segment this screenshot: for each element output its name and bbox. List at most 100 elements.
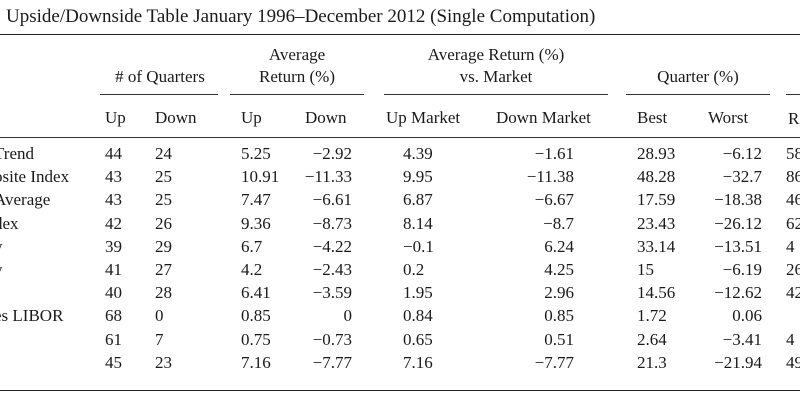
cell-worst: −3.41 xyxy=(722,329,762,349)
cell-partial: 46 xyxy=(786,190,800,210)
cell-worst: −32.7 xyxy=(722,167,762,187)
cell-ret-down: −2.92 xyxy=(312,144,352,163)
cell-partial: 62 xyxy=(786,213,800,233)
cell-down: 29 xyxy=(155,236,172,256)
cell-mkt-down: −8.7 xyxy=(543,213,574,233)
cell-partial: 86 xyxy=(786,167,800,187)
cell-mkt-up: 9.95 xyxy=(403,167,433,187)
cell-down: 7 xyxy=(155,329,164,349)
cell-ret-down: −0.73 xyxy=(312,329,352,349)
cell-mkt-down: 6.24 xyxy=(544,236,574,256)
rule-avg-return xyxy=(230,94,364,95)
cell-down: 26 xyxy=(155,213,172,233)
cell-worst: −21.94 xyxy=(714,352,762,372)
cell-worst: −6.19 xyxy=(722,260,762,279)
cell-partial: 42 xyxy=(786,283,800,303)
cell-best: 48.28 xyxy=(637,167,676,187)
cell-label xyxy=(0,352,94,374)
cell-ret-up: 0.85 xyxy=(241,306,271,326)
header-vs-market-line1: Average Return (%) xyxy=(427,45,565,64)
rule-partial xyxy=(786,94,800,95)
subheader-down-market: Down Market xyxy=(496,108,591,127)
cell-worst: −26.12 xyxy=(714,213,762,233)
cell-ret-down: −4.22 xyxy=(312,236,352,256)
cell-mkt-up: −0.1 xyxy=(403,236,434,256)
cell-down: 28 xyxy=(155,283,172,303)
cell-mkt-up: 7.16 xyxy=(403,352,433,372)
cell-ret-up: 9.36 xyxy=(241,213,271,233)
cell-label: osite Index xyxy=(0,167,70,187)
cell-partial: 26 xyxy=(786,260,800,279)
cell-best: 28.93 xyxy=(637,144,676,163)
cell-up: 45 xyxy=(105,352,122,372)
cell-label xyxy=(0,282,94,304)
cell-mkt-down: 0.51 xyxy=(544,329,574,349)
cell-ret-down: −11.33 xyxy=(304,167,352,187)
cell-down: 24 xyxy=(155,144,172,163)
table-title: Upside/Downside Table January 1996–Decem… xyxy=(6,6,596,27)
cell-down: 25 xyxy=(155,190,172,210)
cell-ret-up: 7.16 xyxy=(241,352,271,372)
cell-ret-up: 6.7 xyxy=(241,236,263,256)
cell-mkt-up: 1.95 xyxy=(403,283,433,303)
cell-worst: −13.51 xyxy=(714,236,762,256)
cell-up: 39 xyxy=(105,236,122,256)
cell-partial: 4 xyxy=(786,329,795,349)
cell-mkt-down: 0.85 xyxy=(544,306,574,326)
cell-partial: 58 xyxy=(786,144,800,163)
rule-vs-market xyxy=(384,94,608,95)
cell-label: Average xyxy=(0,190,51,210)
cell-best: 2.64 xyxy=(637,329,667,349)
subheader-return-down: Down xyxy=(305,108,347,127)
cell-mkt-down: 4.25 xyxy=(544,260,574,279)
cell-ret-up: 10.91 xyxy=(241,167,280,187)
header-avg-return-line1: Average xyxy=(268,45,326,64)
cell-mkt-up: 6.87 xyxy=(403,190,433,210)
cell-ret-up: 5.25 xyxy=(241,144,271,163)
cell-best: 33.14 xyxy=(637,236,676,256)
header-quarter-pct: Quarter (%) xyxy=(657,67,739,86)
subheader-worst: Worst xyxy=(708,108,749,127)
cell-label: y xyxy=(0,259,94,281)
bottom-rule xyxy=(0,390,800,391)
cell-mkt-up: 4.39 xyxy=(403,144,433,163)
cell-ret-down: −7.77 xyxy=(312,352,352,372)
cell-best: 21.3 xyxy=(637,352,667,372)
cell-best: 17.59 xyxy=(637,190,676,210)
cell-label: y xyxy=(0,236,94,258)
cell-mkt-up: 0.84 xyxy=(403,306,433,326)
cell-worst: 0.06 xyxy=(732,306,762,326)
subheader-return-up: Up xyxy=(241,108,262,127)
cell-down: 25 xyxy=(155,167,172,187)
cell-up: 41 xyxy=(105,260,122,279)
cell-ret-down: −8.73 xyxy=(312,213,352,233)
subheader-down: Down xyxy=(155,108,197,127)
cell-ret-up: 6.41 xyxy=(241,283,271,303)
cell-ret-down: −3.59 xyxy=(312,283,352,303)
cell-ret-down: −2.43 xyxy=(312,260,352,279)
cell-mkt-down: 2.96 xyxy=(544,283,574,303)
cell-worst: −18.38 xyxy=(714,190,762,210)
cell-down: 23 xyxy=(155,352,172,372)
cell-partial xyxy=(786,305,800,327)
subheader-up-market: Up Market xyxy=(386,108,461,127)
cell-best: 1.72 xyxy=(637,306,667,326)
cell-down: 27 xyxy=(155,260,172,279)
cell-label xyxy=(0,329,94,351)
cell-up: 44 xyxy=(105,144,122,163)
cell-mkt-up: 0.2 xyxy=(403,260,425,279)
cell-ret-up: 7.47 xyxy=(241,190,271,210)
cell-mkt-down: −11.38 xyxy=(526,167,574,187)
cell-partial: 49 xyxy=(786,352,800,372)
header-partial-column: R xyxy=(788,109,800,128)
cell-mkt-down: −6.67 xyxy=(534,190,574,210)
top-rule xyxy=(0,34,800,35)
cell-up: 43 xyxy=(105,190,122,210)
subheader-best: Best xyxy=(637,108,668,127)
cell-mkt-up: 8.14 xyxy=(403,213,433,233)
cell-ret-down: 0 xyxy=(343,306,353,326)
cell-worst: −6.12 xyxy=(722,144,762,163)
cell-up: 40 xyxy=(105,283,122,303)
cell-ret-up: 0.75 xyxy=(241,329,271,349)
